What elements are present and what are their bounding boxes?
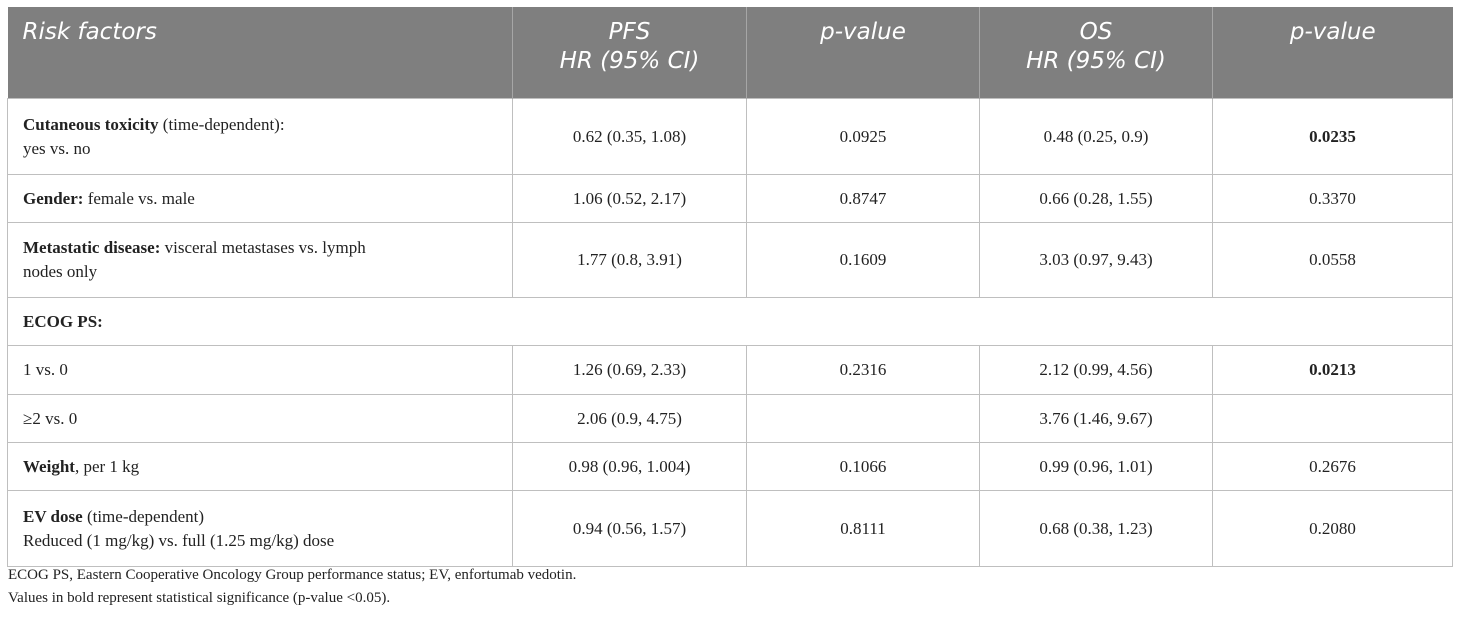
risk-factor-text: , per 1 kg: [74, 456, 140, 476]
table-row: Weight, per 1 kg 0.98 (0.96, 1.004) 0.10…: [7, 442, 1453, 491]
os-hr-cell: 0.66 (0.28, 1.55): [979, 174, 1213, 223]
footnotes: ECOG PS, Eastern Cooperative Oncology Gr…: [8, 564, 576, 610]
os-p-value-cell: 0.0213: [1212, 345, 1453, 395]
pfs-hr-cell: 1.26 (0.69, 2.33): [512, 345, 747, 395]
os-hr-cell: 2.12 (0.99, 4.56): [979, 345, 1213, 395]
footnote-abbreviations: ECOG PS, Eastern Cooperative Oncology Gr…: [8, 567, 577, 583]
risk-factor-bold: EV dose: [23, 506, 83, 526]
pfs-p-value-cell: [746, 394, 980, 443]
pfs-p-value-cell: 0.8111: [746, 490, 980, 567]
os-p-value-cell: 0.3370: [1212, 174, 1453, 223]
pfs-p-value-cell: 0.1066: [746, 442, 980, 491]
risk-factor-cell: EV dose (time-dependent) Reduced (1 mg/k…: [7, 490, 513, 567]
section-header-cell: ECOG PS:: [7, 297, 1453, 346]
table-row: ≥2 vs. 0 2.06 (0.9, 4.75) 3.76 (1.46, 9.…: [7, 394, 1453, 443]
os-p-value-cell: [1212, 394, 1453, 443]
table-container: Risk factors PFS HR (95% CI) p-value OS …: [7, 7, 1453, 567]
risk-factor-line1: EV dose (time-dependent): [23, 505, 512, 529]
risk-factor-cell: Weight, per 1 kg: [7, 442, 513, 491]
header-os-hr-label: HR (95% CI): [1026, 48, 1166, 74]
os-p-value-cell: 0.0235: [1212, 98, 1453, 175]
os-hr-cell: 0.68 (0.38, 1.23): [979, 490, 1213, 567]
risk-factor-bold: Weight: [23, 456, 75, 476]
footnote-bold-note: Values in bold represent statistical sig…: [8, 590, 391, 606]
table-row: EV dose (time-dependent) Reduced (1 mg/k…: [7, 490, 1453, 567]
pfs-hr-cell: 0.94 (0.56, 1.57): [512, 490, 747, 567]
header-pfs-hr: PFS HR (95% CI): [512, 7, 747, 99]
risk-factor-line2: Reduced (1 mg/kg) vs. full (1.25 mg/kg) …: [23, 530, 335, 550]
risk-factor-line1: Metastatic disease: visceral metastases …: [23, 236, 512, 260]
os-hr-cell: 0.48 (0.25, 0.9): [979, 98, 1213, 175]
os-hr-cell: 3.03 (0.97, 9.43): [979, 222, 1213, 298]
pfs-hr-cell: 0.98 (0.96, 1.004): [512, 442, 747, 491]
os-hr-cell: 0.99 (0.96, 1.01): [979, 442, 1213, 491]
risk-factor-line1: Cutaneous toxicity (time-dependent):: [23, 113, 512, 137]
os-p-value-cell: 0.0558: [1212, 222, 1453, 298]
header-row: Risk factors PFS HR (95% CI) p-value OS …: [7, 7, 1453, 99]
pfs-hr-cell: 0.62 (0.35, 1.08): [512, 98, 747, 175]
table-row: Metastatic disease: visceral metastases …: [7, 222, 1453, 298]
risk-factor-text: visceral metastases vs. lymph: [160, 238, 366, 257]
risk-factor-text: female vs. male: [83, 188, 195, 208]
table-row: ECOG PS:: [7, 297, 1453, 346]
risk-factor-line2: nodes only: [23, 262, 98, 281]
pfs-p-value-cell: 0.8747: [746, 174, 980, 223]
os-p-value-cell: 0.2080: [1212, 490, 1453, 567]
pfs-hr-cell: 1.77 (0.8, 3.91): [512, 222, 747, 298]
table-row: 1 vs. 0 1.26 (0.69, 2.33) 0.2316 2.12 (0…: [7, 345, 1453, 395]
risk-factor-cell: ≥2 vs. 0: [7, 394, 513, 443]
header-risk-factors: Risk factors: [7, 7, 513, 99]
pfs-hr-cell: 2.06 (0.9, 4.75): [512, 394, 747, 443]
table-row: Cutaneous toxicity (time-dependent): yes…: [7, 98, 1453, 175]
section-header-ecog: ECOG PS:: [23, 311, 103, 331]
header-pfs-p-value: p-value: [746, 7, 980, 99]
header-pfs-hr-label: HR (95% CI): [559, 48, 700, 74]
risk-factor-cell: Cutaneous toxicity (time-dependent): yes…: [7, 98, 513, 175]
header-os-hr: OS HR (95% CI): [979, 7, 1213, 99]
risk-factor-bold: Cutaneous toxicity: [23, 114, 159, 134]
risk-factor-text: (time-dependent):: [158, 114, 285, 134]
header-os-label: OS: [1079, 19, 1113, 45]
pfs-p-value-cell: 0.1609: [746, 222, 980, 298]
header-os-p-value: p-value: [1212, 7, 1453, 99]
risk-factor-cell: 1 vs. 0: [7, 345, 513, 395]
table-row: Gender: female vs. male 1.06 (0.52, 2.17…: [7, 174, 1453, 223]
risk-factor-text: (time-dependent): [82, 506, 204, 526]
risk-factors-table: Risk factors PFS HR (95% CI) p-value OS …: [7, 7, 1453, 567]
risk-factor-bold: Gender:: [23, 188, 84, 208]
pfs-p-value-cell: 0.0925: [746, 98, 980, 175]
os-hr-cell: 3.76 (1.46, 9.67): [979, 394, 1213, 443]
pfs-p-value-cell: 0.2316: [746, 345, 980, 395]
risk-factor-cell: Gender: female vs. male: [7, 174, 513, 223]
risk-factor-line2: yes vs. no: [23, 138, 91, 158]
os-p-value-cell: 0.2676: [1212, 442, 1453, 491]
risk-factor-bold: Metastatic disease:: [23, 238, 161, 257]
risk-factor-cell: Metastatic disease: visceral metastases …: [7, 222, 513, 298]
pfs-hr-cell: 1.06 (0.52, 2.17): [512, 174, 747, 223]
header-pfs-label: PFS: [608, 19, 651, 45]
